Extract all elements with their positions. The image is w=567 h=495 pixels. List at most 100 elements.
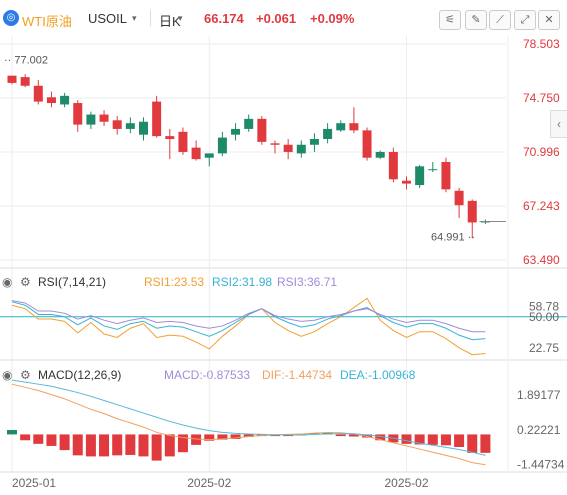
- timeframe-dropdown-icon[interactable]: ▾: [178, 13, 183, 23]
- candle-body: [20, 77, 30, 86]
- rsi-axis-label: 22.75: [529, 341, 559, 355]
- macd-histogram-bar: [112, 434, 123, 456]
- macd-histogram-bar: [322, 432, 333, 435]
- macd-axis-label: 1.89177: [517, 388, 561, 402]
- candle-body: [467, 200, 477, 223]
- macd-histogram-bar: [217, 434, 228, 440]
- eye-icon[interactable]: ◉: [2, 275, 13, 289]
- candle-body: [86, 114, 96, 125]
- macd-histogram-bar: [243, 434, 254, 437]
- symbol-dropdown-icon[interactable]: ▾: [132, 13, 137, 23]
- candle-body: [362, 130, 372, 158]
- time-axis-label: 2025-02: [384, 476, 428, 490]
- macd-histogram-bar: [46, 434, 57, 446]
- macd-histogram-bar: [256, 434, 267, 437]
- symbol-code[interactable]: USOIL: [88, 11, 128, 26]
- rsi-axis-label: 50.00: [529, 310, 559, 324]
- symbol-name[interactable]: WTI原油: [22, 14, 72, 29]
- low-annotation: 64.991 ··: [431, 231, 475, 243]
- macd-histogram-bar: [177, 434, 188, 453]
- close-icon[interactable]: ✕: [538, 10, 560, 30]
- macd-value: MACD:-0.87533: [164, 368, 251, 382]
- candle-body: [112, 120, 122, 129]
- candle-body: [204, 153, 214, 158]
- candle-body: [309, 139, 319, 145]
- candle-body: [349, 123, 359, 131]
- candle-body: [336, 123, 346, 131]
- macd-histogram-bar: [191, 434, 202, 445]
- candle-body: [415, 166, 425, 186]
- candle-body: [296, 144, 306, 154]
- macd-axis-label: -1.44734: [517, 458, 565, 472]
- rsi-legend: ◉ ⚙ RSI(7,14,21) RSI1:23.53 RSI2:31.98 R…: [2, 275, 402, 291]
- macd-axis-label: 0.22221: [517, 423, 561, 437]
- rsi-line-rsi1: [11, 297, 486, 356]
- settings-icon[interactable]: ⚙: [20, 275, 31, 289]
- collapse-panel-icon[interactable]: ‹: [550, 110, 567, 138]
- timeframe-select[interactable]: 日K: [159, 14, 181, 29]
- rsi-axis-label: 58.78: [529, 300, 559, 314]
- line-tool-icon[interactable]: ⟋: [489, 10, 511, 30]
- macd-histogram-bar: [270, 434, 280, 437]
- candle-body: [152, 101, 162, 137]
- price-axis-label: 67.243: [523, 199, 560, 213]
- time-axis-label: 2025-01: [12, 476, 56, 490]
- candle-body: [402, 180, 411, 184]
- candle-body: [217, 137, 227, 154]
- candle-body: [454, 190, 464, 206]
- candle-body: [139, 121, 148, 135]
- macd-histogram-bar: [125, 434, 136, 455]
- candle-body: [480, 221, 490, 223]
- macd-histogram-bar: [414, 434, 425, 445]
- chart-header: ◎ WTI原油 USOIL ▾ 日K ▾ 66.174 +0.061 +0.09…: [0, 0, 567, 36]
- macd-histogram-bar: [335, 434, 346, 437]
- dif-value: DIF:-1.44734: [262, 368, 333, 382]
- macd-legend: ◉ ⚙ MACD(12,26,9) MACD:-0.87533 DIF:-1.4…: [2, 368, 432, 384]
- price-axis-label: 70.996: [523, 145, 560, 159]
- macd-histogram-bar: [427, 434, 438, 445]
- macd-histogram-bar: [480, 434, 491, 453]
- dea-value: DEA:-1.00968: [340, 368, 416, 382]
- price-axis-label: 78.503: [523, 37, 560, 51]
- macd-histogram-bar: [164, 434, 175, 457]
- macd-histogram-bar: [348, 434, 359, 437]
- header-divider: [150, 10, 151, 26]
- candle-body: [125, 123, 135, 129]
- macd-histogram-bar: [138, 434, 149, 457]
- macd-histogram-bar: [72, 434, 83, 456]
- macd-histogram-bar: [230, 434, 241, 440]
- ruler-icon[interactable]: ⚟: [439, 10, 461, 30]
- macd-histogram-bar: [85, 434, 96, 457]
- fullscreen-icon[interactable]: ⤢: [514, 10, 536, 30]
- price-change-percent: +0.09%: [310, 11, 355, 26]
- macd-histogram-bar: [375, 434, 386, 441]
- high-annotation: ·· 77.002: [4, 55, 48, 67]
- macd-histogram-bar: [7, 430, 17, 435]
- candle-body: [231, 128, 241, 135]
- macd-histogram-bar: [20, 434, 31, 441]
- macd-histogram-bar: [296, 434, 307, 436]
- symbol-logo-icon: ◎: [3, 10, 19, 26]
- time-axis-label: 2025-02: [187, 476, 231, 490]
- macd-histogram-bar: [59, 434, 70, 451]
- macd-histogram-bar: [401, 434, 412, 444]
- pen-icon[interactable]: ✎: [465, 10, 487, 30]
- macd-histogram-bar: [151, 434, 162, 461]
- macd-histogram-bar: [440, 434, 451, 446]
- macd-histogram-bar: [283, 434, 294, 437]
- macd-line-dif: [11, 383, 486, 466]
- rsi1-value: RSI1:23.53: [144, 275, 205, 289]
- price-change: +0.061: [256, 11, 297, 26]
- settings-icon[interactable]: ⚙: [20, 368, 31, 382]
- macd-label: MACD(12,26,9): [38, 368, 122, 382]
- eye-icon[interactable]: ◉: [2, 368, 13, 382]
- candle-body: [60, 95, 70, 105]
- rsi2-value: RSI2:31.98: [212, 275, 273, 289]
- candle-body: [165, 136, 175, 140]
- macd-histogram-bar: [467, 434, 478, 453]
- macd-histogram-bar: [362, 434, 373, 438]
- price-axis-label: 74.750: [523, 91, 560, 105]
- macd-histogram-bar: [99, 434, 110, 457]
- rsi-line-rsi3: [11, 300, 486, 333]
- candle-body: [441, 162, 451, 190]
